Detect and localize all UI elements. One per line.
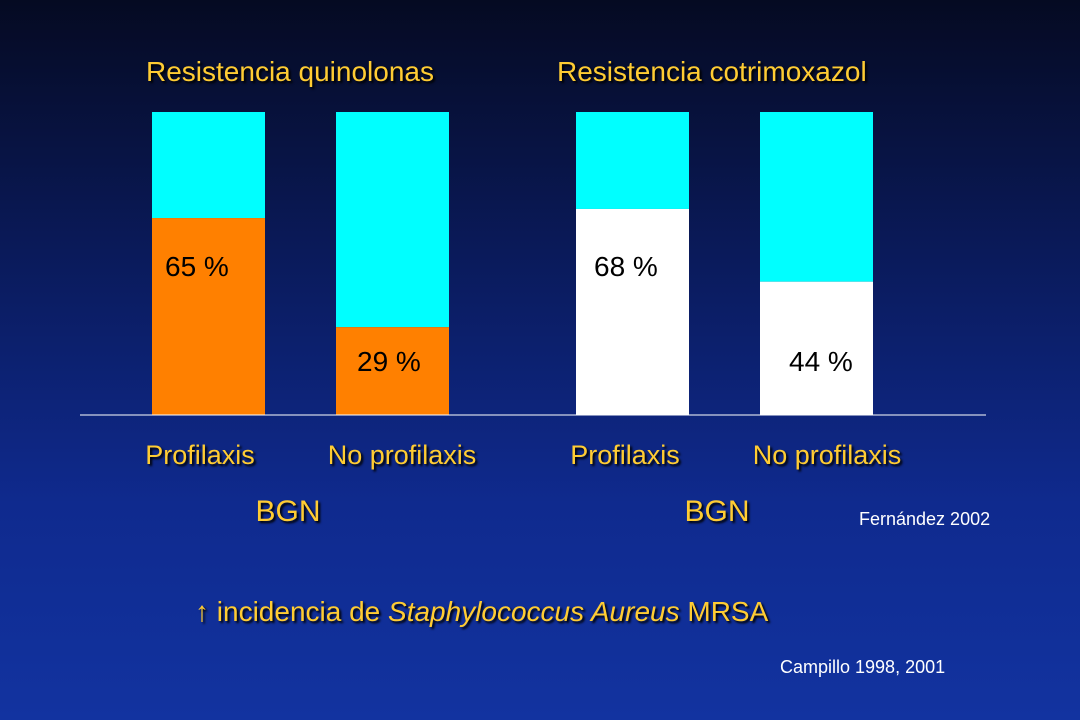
bar-profilaxis-cotrimoxazol — [576, 208, 689, 415]
bar-no-profilaxis-cotrimoxazol — [760, 281, 873, 415]
citation-campillo: Campillo 1998, 2001 — [780, 657, 946, 677]
note-species: Staphylococcus Aureus — [388, 596, 680, 627]
bar-remainder-profilaxis-quinolonas — [152, 112, 265, 219]
bar-no-profilaxis-quinolonas — [336, 327, 449, 415]
category-label-profilaxis-cotrimoxazol: Profilaxis — [570, 440, 680, 470]
category-label-no-profilaxis-quinolonas: No profilaxis — [327, 440, 477, 470]
group-label-bgn-cotrimoxazol: BGN — [684, 495, 750, 528]
bar-profilaxis-quinolonas — [152, 218, 265, 415]
mrsa-note: ↑ incidencia de Staphylococcus Aureus MR… — [195, 596, 768, 628]
note-prefix: incidencia de — [216, 596, 381, 627]
category-label-no-profilaxis-cotrimoxazol: No profilaxis — [752, 440, 902, 470]
note-suffix: MRSA — [687, 596, 769, 627]
up-arrow-icon: ↑ — [195, 596, 209, 627]
data-label-no-profilaxis-cotrimoxazol: 44 % — [789, 346, 853, 377]
bar-remainder-no-profilaxis-cotrimoxazol — [760, 112, 873, 282]
data-label-profilaxis-cotrimoxazol: 68 % — [594, 251, 658, 282]
data-label-profilaxis-quinolonas: 65 % — [165, 251, 229, 282]
chart-title-cotrimoxazol: Resistencia cotrimoxazol — [557, 56, 867, 87]
data-label-no-profilaxis-quinolonas: 29 % — [357, 346, 421, 377]
chart-title-quinolonas: Resistencia quinolonas — [146, 56, 434, 87]
bar-remainder-profilaxis-cotrimoxazol — [576, 112, 689, 209]
category-label-profilaxis-quinolonas: Profilaxis — [145, 440, 255, 470]
bar-remainder-no-profilaxis-quinolonas — [336, 112, 449, 328]
group-label-bgn-quinolonas: BGN — [255, 495, 321, 528]
citation-fernandez: Fernández 2002 — [859, 509, 991, 529]
